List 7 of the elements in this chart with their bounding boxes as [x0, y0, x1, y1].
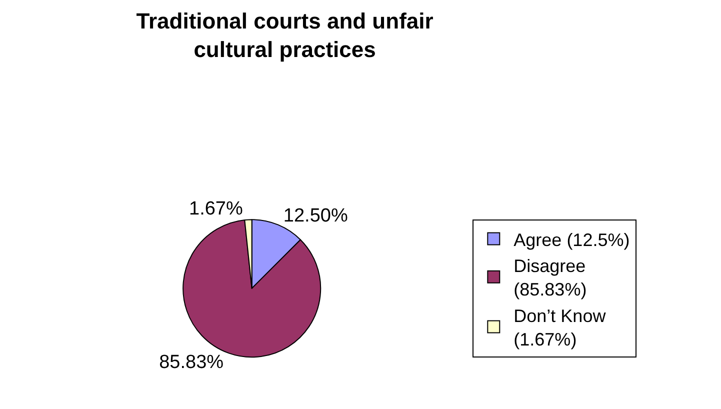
data-label: 1.67%	[189, 198, 243, 220]
legend-label: Disagree (85.83%)	[514, 256, 587, 300]
legend-label: Agree (12.5%)	[514, 230, 630, 250]
data-label: 12.50%	[283, 205, 348, 226]
chart-title: Traditional courts and unfair cultural practices	[136, 8, 434, 62]
data-label: 85.83%	[159, 352, 224, 374]
legend-label: Don’t Know (1.67%)	[514, 306, 607, 350]
